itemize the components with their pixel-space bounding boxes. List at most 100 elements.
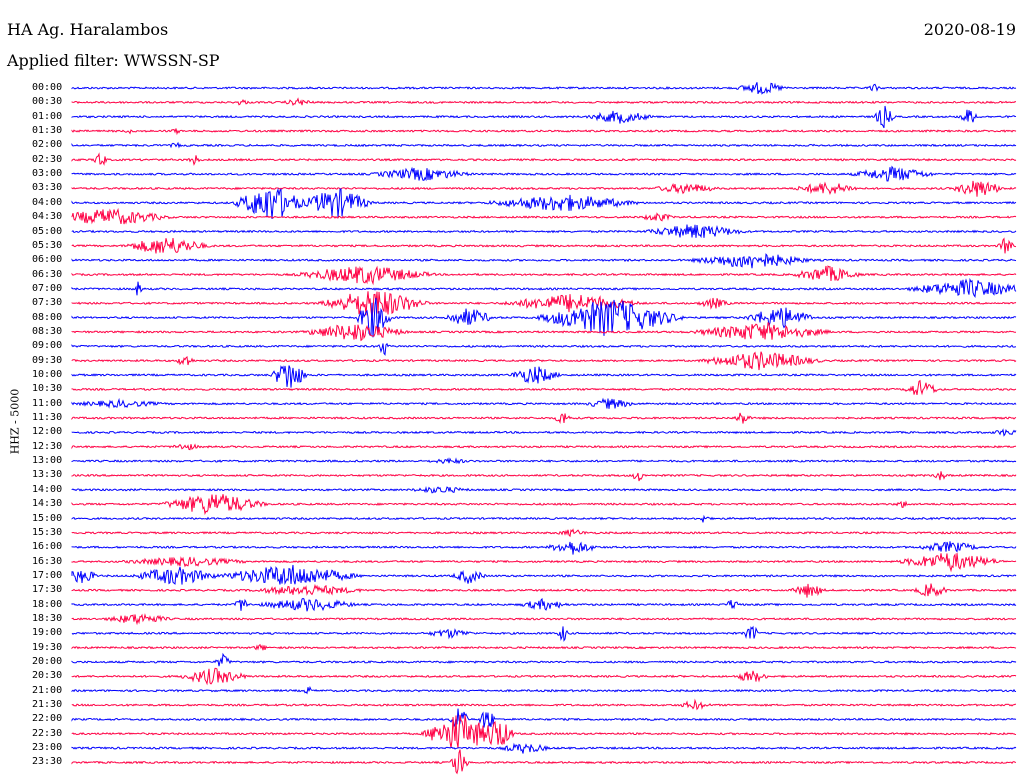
time-label: 14:30: [32, 498, 63, 510]
filter-label: Applied filter: WWSSN-SP: [7, 51, 220, 70]
time-label: 03:00: [32, 168, 63, 180]
trace-row-0400: [71, 187, 1017, 219]
trace-row-0000: [71, 82, 1017, 95]
time-label: 09:30: [32, 354, 63, 366]
time-label: 04:30: [32, 211, 63, 223]
trace-row-0530: [71, 237, 1017, 254]
trace-row-1130: [71, 412, 1017, 424]
time-label: 18:30: [32, 612, 63, 624]
trace-row-1600: [71, 541, 1017, 555]
time-label: 17:00: [32, 569, 63, 581]
trace-row-0330: [71, 180, 1017, 197]
time-label: 08:00: [32, 311, 63, 323]
trace-row-1430: [71, 494, 1017, 516]
time-label: 01:00: [32, 110, 63, 122]
time-label: 07:00: [32, 282, 63, 294]
time-label: 13:30: [32, 469, 63, 481]
time-label: 11:00: [32, 397, 63, 409]
time-label: 12:00: [32, 426, 63, 438]
time-label: 20:00: [32, 656, 63, 667]
time-label: 19:30: [32, 641, 63, 653]
trace-row-1900: [71, 625, 1017, 642]
trace-row-2330: [71, 749, 1017, 775]
trace-row-1730: [71, 583, 1017, 598]
time-label: 05:00: [32, 225, 63, 237]
trace-row-0730: [71, 291, 1017, 318]
trace-row-1100: [71, 397, 1017, 409]
time-label: 19:00: [32, 627, 63, 639]
trace-row-2130: [71, 698, 1017, 711]
time-label: 23:30: [32, 756, 63, 768]
time-label: 21:00: [32, 684, 63, 696]
time-label: 16:00: [32, 541, 63, 553]
time-label: 06:00: [32, 254, 63, 266]
trace-row-1030: [71, 379, 1017, 396]
time-label: 10:00: [32, 369, 63, 380]
trace-row-0700: [71, 277, 1017, 298]
trace-row-2100: [71, 685, 1017, 695]
time-label: 09:00: [32, 340, 63, 352]
trace-row-1230: [71, 443, 1017, 451]
time-label: 01:30: [32, 125, 63, 137]
trace-row-0300: [71, 165, 1017, 182]
time-label: 23:00: [32, 742, 63, 754]
trace-row-0030: [71, 97, 1017, 106]
trace-row-1200: [71, 428, 1017, 437]
time-label: 16:30: [32, 555, 63, 567]
time-label: 06:30: [32, 268, 63, 280]
trace-row-1930: [71, 643, 1017, 651]
time-label: 04:00: [32, 196, 63, 208]
trace-row-0900: [71, 342, 1017, 356]
trace-row-2000: [71, 652, 1017, 667]
time-label: 21:30: [32, 699, 63, 711]
time-label: 13:00: [32, 455, 63, 467]
date-label: 2020-08-19: [923, 20, 1016, 39]
trace-row-0830: [71, 322, 1017, 342]
time-label: 12:30: [32, 440, 63, 452]
trace-row-1300: [71, 457, 1017, 465]
time-label: 22:00: [32, 713, 63, 725]
trace-row-2300: [71, 742, 1017, 754]
time-label: 08:30: [32, 325, 63, 337]
trace-row-0800: [71, 297, 1017, 338]
trace-row-0930: [71, 351, 1017, 371]
trace-row-1400: [71, 486, 1017, 494]
trace-row-0230: [71, 152, 1017, 166]
trace-row-0630: [71, 265, 1017, 286]
time-label: 15:00: [32, 512, 63, 524]
trace-row-0200: [71, 141, 1017, 149]
time-label: 07:30: [32, 297, 63, 309]
time-label: 00:00: [32, 82, 63, 93]
time-label: 03:30: [32, 182, 63, 194]
time-label: 22:30: [32, 727, 63, 739]
time-label: 02:30: [32, 153, 63, 165]
trace-row-0500: [71, 224, 1017, 239]
time-label: 10:30: [32, 383, 63, 395]
trace-row-0600: [71, 253, 1017, 269]
time-label: 15:30: [32, 526, 63, 538]
trace-row-0130: [71, 128, 1017, 136]
time-label: 17:30: [32, 584, 63, 596]
trace-row-2230: [71, 714, 1017, 748]
trace-row-1830: [71, 613, 1017, 626]
trace-row-2200: [71, 708, 1017, 728]
time-label: 18:00: [32, 598, 63, 610]
time-label: 11:30: [32, 412, 63, 424]
trace-row-0430: [71, 207, 1017, 225]
trace-row-0100: [71, 105, 1017, 129]
trace-row-1530: [71, 528, 1017, 538]
trace-row-2030: [71, 667, 1017, 686]
time-label: 05:30: [32, 239, 63, 251]
trace-row-1700: [71, 564, 1017, 585]
time-label: 00:30: [32, 96, 63, 108]
trace-row-1500: [71, 514, 1017, 523]
trace-row-1000: [71, 365, 1017, 388]
trace-row-1330: [71, 471, 1017, 482]
time-label: 20:30: [32, 670, 63, 682]
station-title: HA Ag. Haralambos: [7, 20, 169, 39]
trace-row-1800: [71, 597, 1017, 612]
time-label: 14:00: [32, 483, 63, 495]
time-label: 02:00: [32, 139, 63, 151]
trace-row-1630: [71, 553, 1017, 573]
